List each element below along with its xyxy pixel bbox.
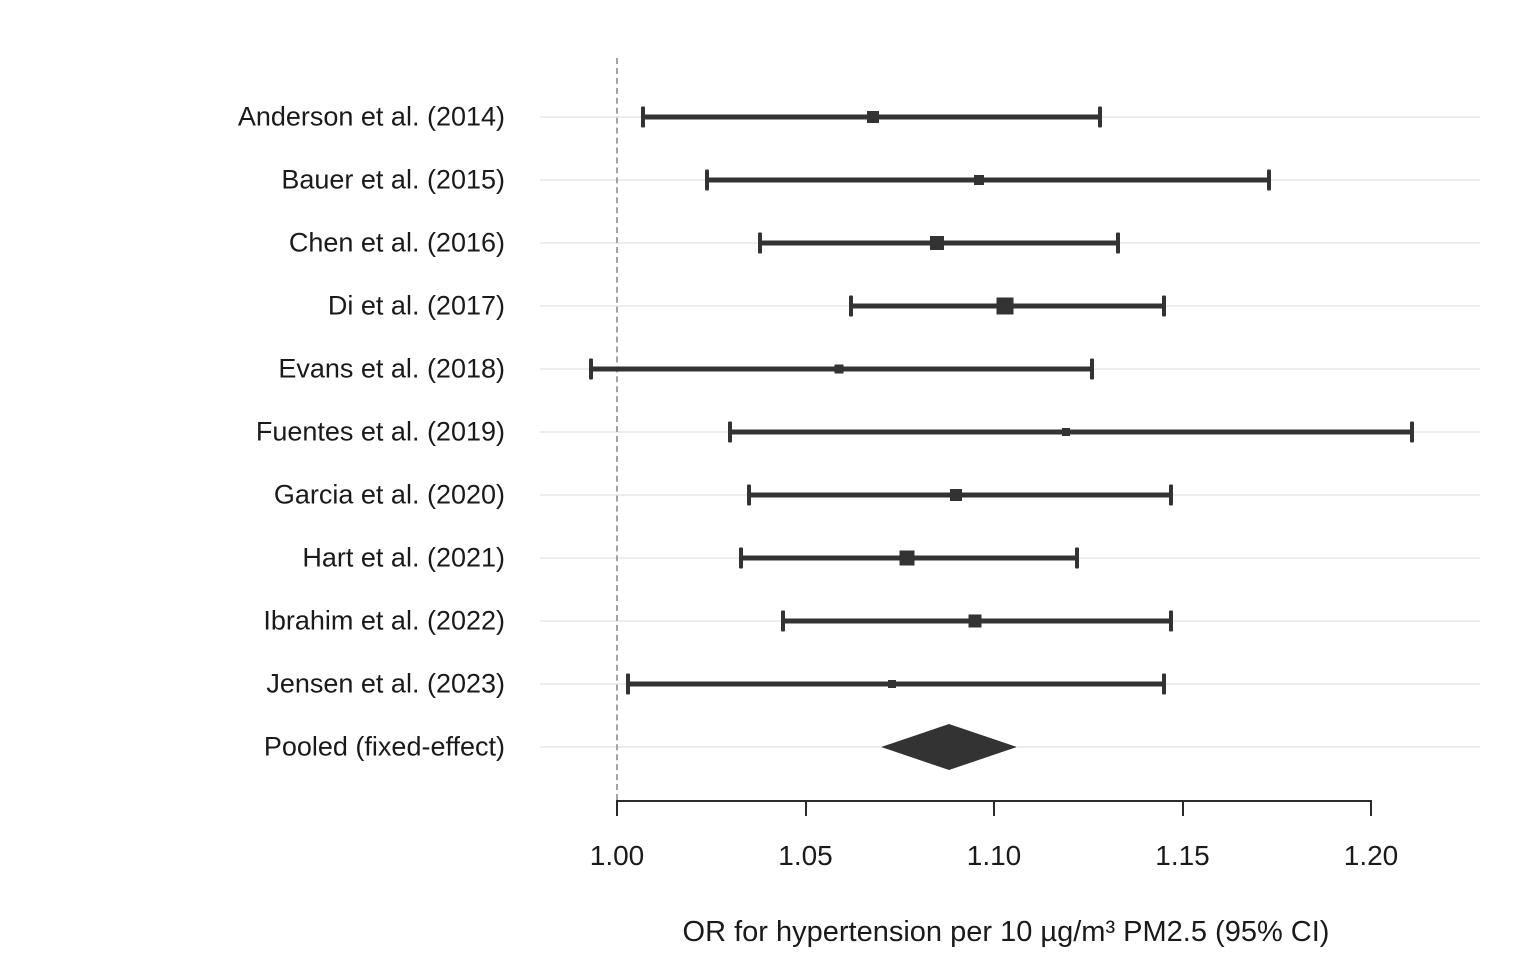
- study-label: Evans et al. (2018): [278, 353, 505, 384]
- point-estimate: [888, 680, 897, 688]
- ci-cap-lower: [758, 232, 763, 254]
- ci-cap-upper: [1169, 484, 1174, 506]
- ci-cap-lower: [739, 547, 744, 569]
- ci-cap-lower: [641, 106, 646, 128]
- x-axis-tick: [993, 802, 995, 816]
- ci-cap-upper: [1097, 106, 1102, 128]
- study-label: Hart et al. (2021): [302, 542, 505, 573]
- point-estimate: [968, 614, 982, 628]
- ci-cap-lower: [780, 610, 785, 632]
- ci-cap-lower: [746, 484, 751, 506]
- x-axis-tick-label: 1.10: [966, 840, 1022, 871]
- point-estimate: [973, 175, 984, 185]
- study-label: Di et al. (2017): [327, 290, 505, 321]
- study-label: Jensen et al. (2023): [266, 668, 505, 699]
- point-estimate: [930, 236, 945, 250]
- study-label: Bauer et al. (2015): [281, 164, 505, 195]
- x-axis-tick-label: 1.00: [589, 840, 645, 871]
- ci-cap-lower: [728, 421, 733, 443]
- study-label: Garcia et al. (2020): [273, 479, 505, 510]
- study-label: Fuentes et al. (2019): [255, 416, 505, 447]
- point-estimate: [950, 489, 963, 501]
- ci-cap-upper: [1074, 547, 1079, 569]
- reference-line-null-effect: [616, 58, 618, 800]
- x-axis-tick-label: 1.20: [1343, 840, 1399, 871]
- x-axis-line: [616, 800, 1372, 802]
- x-axis-tick-label: 1.15: [1155, 840, 1210, 871]
- point-estimate: [996, 297, 1014, 315]
- x-axis-tick: [1370, 802, 1372, 816]
- ci-cap-lower: [848, 295, 853, 317]
- x-axis-tick-label: 1.05: [778, 840, 833, 871]
- ci-cap-lower: [588, 358, 593, 380]
- x-axis-tick: [1181, 802, 1184, 816]
- point-estimate: [834, 364, 844, 374]
- study-label: Anderson et al. (2014): [237, 101, 505, 132]
- ci-line: [707, 177, 1270, 183]
- point-estimate: [899, 550, 915, 566]
- ci-cap-upper: [1267, 169, 1272, 191]
- ci-cap-upper: [1169, 610, 1174, 632]
- ci-cap-upper: [1116, 232, 1121, 254]
- study-label: Chen et al. (2016): [288, 227, 505, 258]
- x-axis-tick: [804, 802, 807, 816]
- ci-line: [730, 429, 1413, 435]
- ci-cap-upper: [1090, 358, 1095, 380]
- ci-cap-upper: [1161, 673, 1166, 695]
- ci-cap-upper: [1161, 295, 1166, 317]
- ci-cap-lower: [705, 169, 710, 191]
- ci-cap-upper: [1410, 421, 1415, 443]
- pooled-diamond: [880, 724, 1017, 770]
- x-axis-title: OR for hypertension per 10 µg/m³ PM2.5 (…: [682, 916, 1330, 948]
- point-estimate: [867, 111, 880, 123]
- x-axis-tick: [616, 802, 618, 816]
- ci-cap-lower: [626, 673, 631, 695]
- point-estimate: [1061, 428, 1070, 436]
- study-label: Ibrahim et al. (2022): [263, 605, 505, 636]
- study-label: Pooled (fixed-effect): [263, 731, 505, 762]
